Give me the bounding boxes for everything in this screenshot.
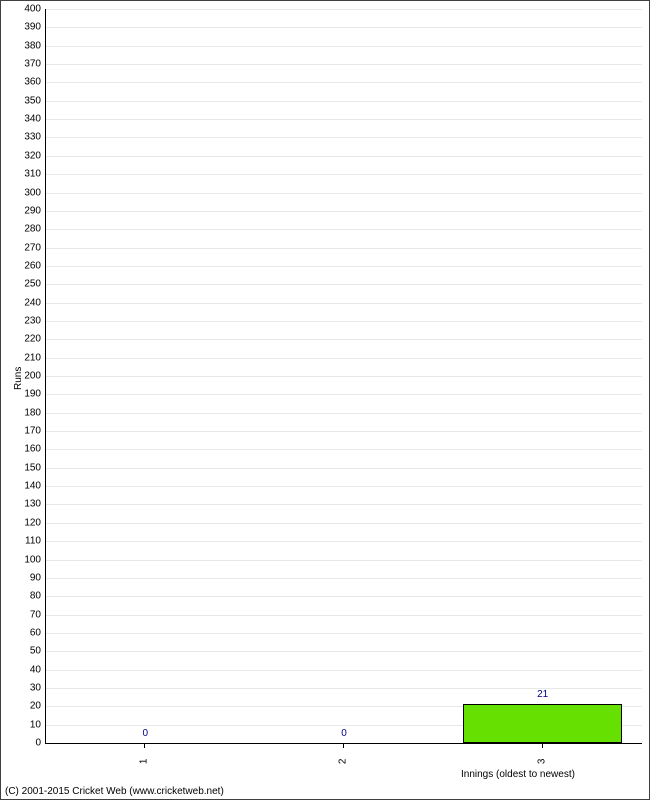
x-tick-label: 2 (338, 759, 349, 765)
gridline (46, 486, 642, 487)
gridline (46, 9, 642, 10)
gridline (46, 211, 642, 212)
y-tick-label: 140 (24, 481, 41, 492)
y-axis-ticks: 0102030405060708090100110120130140150160… (1, 1, 45, 799)
y-tick-label: 220 (24, 334, 41, 345)
y-tick-label: 210 (24, 352, 41, 363)
gridline (46, 229, 642, 230)
y-tick-label: 20 (30, 701, 41, 712)
x-tick-mark (343, 743, 344, 748)
y-tick-label: 260 (24, 260, 41, 271)
y-tick-label: 360 (24, 77, 41, 88)
y-tick-label: 380 (24, 40, 41, 51)
y-tick-label: 100 (24, 554, 41, 565)
bar-value-label: 21 (537, 689, 548, 700)
y-axis-label: Runs (13, 367, 24, 390)
y-tick-label: 130 (24, 499, 41, 510)
gridline (46, 46, 642, 47)
y-tick-label: 300 (24, 187, 41, 198)
gridline (46, 174, 642, 175)
y-tick-label: 10 (30, 719, 41, 730)
gridline (46, 670, 642, 671)
y-tick-label: 110 (25, 536, 41, 547)
y-tick-label: 60 (30, 627, 41, 638)
y-tick-label: 120 (24, 517, 41, 528)
gridline (46, 27, 642, 28)
chart-frame: 0021 01020304050607080901001101201301401… (0, 0, 650, 800)
y-tick-label: 50 (30, 646, 41, 657)
y-tick-label: 370 (24, 59, 41, 70)
y-tick-label: 350 (24, 95, 41, 106)
y-tick-label: 30 (30, 682, 41, 693)
gridline (46, 633, 642, 634)
gridline (46, 137, 642, 138)
y-tick-label: 190 (24, 389, 41, 400)
y-tick-label: 170 (24, 426, 41, 437)
y-tick-label: 270 (24, 242, 41, 253)
y-tick-label: 180 (24, 407, 41, 418)
gridline (46, 339, 642, 340)
gridline (46, 82, 642, 83)
gridline (46, 376, 642, 377)
y-tick-label: 310 (24, 169, 41, 180)
gridline (46, 64, 642, 65)
y-tick-label: 70 (30, 609, 41, 620)
bar-value-label: 0 (341, 728, 347, 739)
y-tick-label: 320 (24, 150, 41, 161)
y-tick-label: 160 (24, 444, 41, 455)
gridline (46, 431, 642, 432)
gridline (46, 615, 642, 616)
x-axis-label: Innings (oldest to newest) (461, 769, 575, 780)
gridline (46, 468, 642, 469)
bar (463, 704, 622, 743)
x-tick-label: 3 (536, 759, 547, 765)
x-tick-mark (144, 743, 145, 748)
gridline (46, 266, 642, 267)
gridline (46, 156, 642, 157)
x-tick-mark (542, 743, 543, 748)
y-tick-label: 400 (24, 4, 41, 15)
x-tick-label: 1 (139, 759, 150, 765)
y-tick-label: 340 (24, 114, 41, 125)
gridline (46, 578, 642, 579)
gridline (46, 504, 642, 505)
gridline (46, 523, 642, 524)
y-tick-label: 290 (24, 205, 41, 216)
bar-value-label: 0 (143, 728, 149, 739)
y-tick-label: 40 (30, 664, 41, 675)
gridline (46, 248, 642, 249)
y-tick-label: 80 (30, 591, 41, 602)
y-tick-label: 200 (24, 371, 41, 382)
gridline (46, 321, 642, 322)
gridline (46, 394, 642, 395)
y-tick-label: 250 (24, 279, 41, 290)
gridline (46, 596, 642, 597)
copyright-text: (C) 2001-2015 Cricket Web (www.cricketwe… (5, 786, 224, 797)
gridline (46, 541, 642, 542)
gridline (46, 449, 642, 450)
gridline (46, 651, 642, 652)
gridline (46, 413, 642, 414)
y-tick-label: 230 (24, 315, 41, 326)
gridline (46, 303, 642, 304)
y-tick-label: 240 (24, 297, 41, 308)
gridline (46, 358, 642, 359)
gridline (46, 119, 642, 120)
y-tick-label: 390 (24, 22, 41, 33)
y-tick-label: 280 (24, 224, 41, 235)
y-tick-label: 150 (24, 462, 41, 473)
gridline (46, 101, 642, 102)
y-tick-label: 90 (30, 572, 41, 583)
gridline (46, 284, 642, 285)
y-tick-label: 330 (24, 132, 41, 143)
gridline (46, 688, 642, 689)
plot-area: 0 0 21 (45, 9, 642, 744)
gridline (46, 560, 642, 561)
gridline (46, 193, 642, 194)
